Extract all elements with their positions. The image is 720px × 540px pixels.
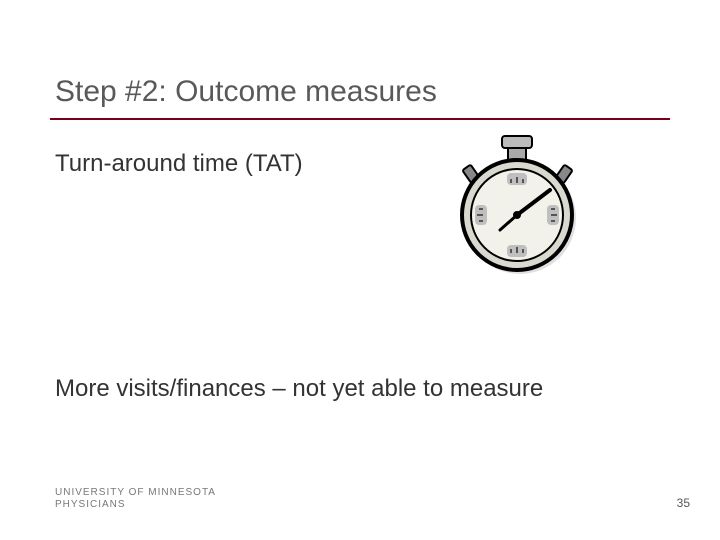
footer-line-1: UNIVERSITY OF MINNESOTA: [55, 488, 216, 499]
footer-logo: UNIVERSITY OF MINNESOTA PHYSICIANS: [55, 488, 216, 510]
title-underline-rule: [50, 118, 670, 120]
stopwatch-icon: [450, 130, 585, 280]
page-number: 35: [677, 496, 690, 510]
footer-line-2: PHYSICIANS: [55, 500, 216, 511]
body-text-2: More visits/finances – not yet able to m…: [55, 375, 543, 403]
slide-title: Step #2: Outcome measures: [55, 75, 437, 109]
body-text-1: Turn-around time (TAT): [55, 150, 303, 178]
slide: Step #2: Outcome measures Turn-around ti…: [0, 0, 720, 540]
